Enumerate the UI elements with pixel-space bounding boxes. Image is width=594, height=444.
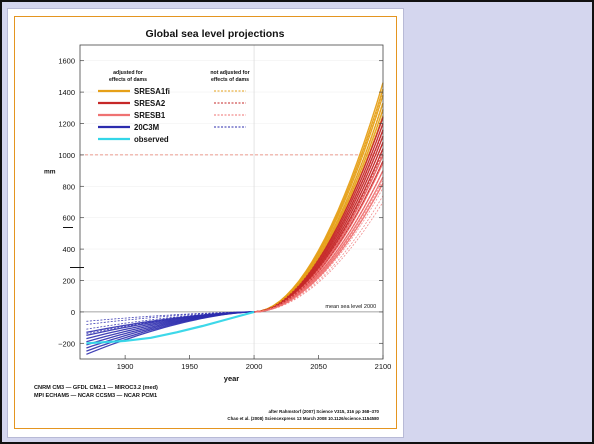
figure-border <box>14 16 397 429</box>
series-line-20c3m <box>86 311 255 322</box>
legend-header-adjusted: effects of dams <box>109 77 147 83</box>
legend-header-not-adjusted: not adjusted for <box>210 70 249 76</box>
mean-sea-level-label: mean sea level 2000 <box>325 304 376 310</box>
axis-layer: mean sea level 2000 −200 0 200 400 600 800 1000… <box>44 44 392 383</box>
x-tick-label: 1950 <box>181 362 198 371</box>
y-tick-label: 1000 <box>58 151 75 160</box>
source-note-line: Chao et al. (2008) Sciencexpress 13 Marc… <box>227 416 379 421</box>
x-axis-label: year <box>224 374 240 383</box>
y-axis-label: mm <box>44 169 56 176</box>
plot-frame <box>79 44 384 360</box>
scale-tick-mark <box>63 227 73 228</box>
sea-level-chart: Global sea level projections mean sea le… <box>34 28 392 421</box>
series-line-observed <box>86 310 255 345</box>
series-line-sresa1fi <box>254 110 384 313</box>
y-tick-label: 1600 <box>58 57 75 66</box>
models-note-line: MPI ECHAM5 — NCAR CCSM3 — NCAR PCM1 <box>34 393 157 399</box>
legend-header-adjusted: adjusted for <box>113 70 143 76</box>
source-note-line: after Rahmstorf (2007) Science V315, 316… <box>268 409 379 414</box>
figure-card: Global sea level projections mean sea le… <box>7 8 404 438</box>
y-tick-label: 800 <box>62 182 75 191</box>
chart-title: Global sea level projections <box>146 28 285 40</box>
legend-label-sresb1: SRESB1 <box>134 111 166 120</box>
series-line-sresb1 <box>254 201 384 313</box>
x-tick-label: 2100 <box>375 362 392 371</box>
y-tick-label: 0 <box>71 308 75 317</box>
y-tick-label: 1400 <box>58 88 75 97</box>
notes: CNRM CM3 — GFDL CM2.1 — MIROC3.2 (med) MP… <box>34 385 380 421</box>
y-tick-label: 1200 <box>58 120 75 129</box>
legend-label-observed: observed <box>134 135 169 144</box>
y-tick-label: −200 <box>58 339 75 348</box>
series-layer <box>86 82 384 355</box>
y-tick-label: 400 <box>62 245 75 254</box>
y-tick-label: 200 <box>62 277 75 286</box>
scale-tick-mark <box>70 267 84 268</box>
y-tick-label: 600 <box>62 214 75 223</box>
legend-label-sresa1fi: SRESA1fi <box>134 87 170 96</box>
legend-label-20c3m: 20C3M <box>134 123 159 132</box>
series-line-sresa1fi <box>254 91 384 313</box>
x-tick-label: 2050 <box>310 362 327 371</box>
series-line-sresa1fi <box>254 109 384 313</box>
legend-header-not-adjusted: effects of dams <box>211 77 249 83</box>
models-note-line: CNRM CM3 — GFDL CM2.1 — MIROC3.2 (med) <box>34 385 158 391</box>
x-tick-label: 1900 <box>117 362 134 371</box>
legend-label-sresa2: SRESA2 <box>134 99 166 108</box>
series-line-sresb1 <box>254 162 384 313</box>
x-tick-label: 2000 <box>246 362 263 371</box>
